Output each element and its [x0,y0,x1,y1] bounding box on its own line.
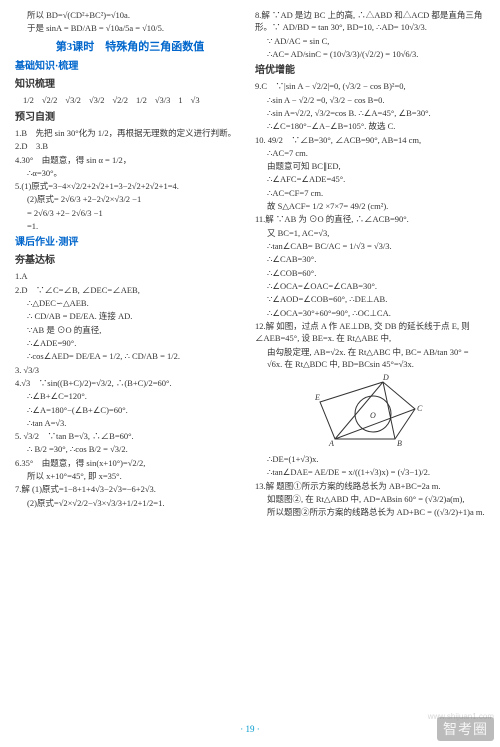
answer-line: 7.解 (1)原式=1−8+1+4√3−2√3=−6+2√3. [15,483,245,495]
trig-val: √3/3 [155,94,171,107]
answer-line: ∴∠OCA=30°+60°=90°, ∴OC⊥CA. [255,307,485,319]
answer-line: 3. √3/3 [15,364,245,376]
svg-text:A: A [328,439,334,448]
answer-line: ∴AC= AD/sinC = (10√3/3)/(√2/2) = 10√6/3. [255,48,485,60]
answer-line: (2)原式=√2×√2/2−√3×√3/3+1/2+1/2=1. [15,497,245,509]
answer-line: = 2√6/3 +2− 2√6/3 −1 [15,207,245,219]
answer-line: ∴∠B+∠C=120°. [15,390,245,402]
answer-line: 由题意可知 BC∥ED, [255,160,485,172]
answer-line: 5.(1)原式=3−4×√2/2+2√2+1=3−2√2+2√2+1=4. [15,180,245,192]
answer-line: ∴∠C=180°−∠A−∠B=105°. 故选 C. [255,120,485,132]
answer-line: ∴AC=CF=7 cm. [255,187,485,199]
answer-line: ∴α=30°。 [15,167,245,179]
answer-line: ∴DE=(1+√3)x. [255,453,485,465]
text-line: 所以 BD=√(CD²+BC²)=√10a. [15,9,245,21]
answer-line: 2.D 3.B [15,140,245,152]
trig-val: √3 [191,94,200,107]
answer-line: 13.解 题图①所示方案的线路总长为 AB+BC=2a m. [255,480,485,492]
answer-line: ∴tan A=√3. [15,417,245,429]
answer-line: ∵AB 是 ⊙O 的直径, [15,324,245,336]
answer-line: 8.解 ∵AD 是边 BC 上的高, ∴△ABD 和△ACD 都是直角三角形。∵… [255,9,485,34]
answer-line: ∴∠OCA=∠OAC=∠CAB=30°. [255,280,485,292]
answer-line: 4.√3 ∵sin((B+C)/2)=√3/2, ∴(B+C)/2=60°. [15,377,245,389]
answer-line: 9.C ∵|sin A − √2/2|=0, (√3/2 − cos B)²=0… [255,80,485,92]
lesson-title: 第3课时 特殊角的三角函数值 [15,39,245,56]
answer-line: 2.D ∵∠C=∠B, ∠DEC=∠AEB, [15,284,245,296]
answer-line: ∴△DEC∽△AEB. [15,297,245,309]
answer-line: ∴∠COB=60°. [255,267,485,279]
answer-line: 5. √3/2 ∵tan B=√3, ∴∠B=60°. [15,430,245,442]
heading-knowledge: 知识梳理 [15,77,245,92]
right-column: 8.解 ∵AD 是边 BC 上的高, ∴△ABD 和△ACD 都是直角三角形。∵… [250,8,490,720]
answer-line: =1. [15,220,245,232]
watermark-logo: 智考圈 [437,717,494,741]
answer-line: ∴sin A=√2/2, √3/2=cos B. ∴∠A=45°, ∠B=30°… [255,107,485,119]
text-line: 于是 sinA = BD/AB = √10a/5a = √10/5. [15,22,245,34]
trig-val: 1/2 [136,94,147,107]
answer-line: 12.解 如图，过点 A 作 AE⊥DB, 交 DB 的延长线于点 E, 则∠A… [255,320,485,345]
answer-line: ∵ AD/AC = sin C, [255,35,485,47]
trig-val: √2/2 [112,94,128,107]
answer-line: ∴cos∠AED= DE/EA = 1/2, ∴ CD/AB = 1/2. [15,350,245,362]
answer-line: (2)原式= 2√6/3 +2−2√2×√3/2 −1 [15,193,245,205]
answer-line: 6.35° 由题意，得 sin(x+10°)=√2/2, [15,457,245,469]
answer-line: ∴ CD/AB = DE/EA. 连接 AD. [15,310,245,322]
heading-standard: 夯基达标 [15,253,245,268]
heading-enhance: 培优增能 [255,63,485,78]
answer-line: 所以 x+10°=45°, 即 x=35°. [15,470,245,482]
answer-line: 4.30° 由题意，得 sin α = 1/2， [15,154,245,166]
left-column: 所以 BD=√(CD²+BC²)=√10a. 于是 sinA = BD/AB =… [10,8,250,720]
answer-line: 10. 49/2 ∵∠B=30°, ∠ACB=90°, AB=14 cm, [255,134,485,146]
trig-val: 1 [178,94,182,107]
answer-line: 1.B 先把 sin 30°化为 1/2，再根据无理数的定义进行判断。 [15,127,245,139]
answer-line: ∴∠AFC=∠ADE=45°. [255,173,485,185]
answer-line: 11.解 ∵AB 为 ⊙O 的直径, ∴∠ACB=90°. [255,213,485,225]
geometry-diagram: E D C B A O [315,374,425,449]
answer-line: ∴∠A=180°−(∠B+∠C)=60°. [15,404,245,416]
answer-line: ∴∠ADE=90°. [15,337,245,349]
answer-line: ∴ B/2 =30°, ∴cos B/2 = √3/2. [15,443,245,455]
answer-line: ∴tan∠CAB= BC/AC = 1/√3 = √3/3. [255,240,485,252]
trig-val: √2/2 [42,94,58,107]
svg-text:B: B [397,439,402,448]
answer-line: 故 S△ACF= 1/2 ×7×7= 49/2 (cm²). [255,200,485,212]
answer-line: ∴AC=7 cm. [255,147,485,159]
trig-value-row: 1/2 √2/2 √3/2 √3/2 √2/2 1/2 √3/3 1 √3 [23,94,245,107]
svg-text:D: D [382,374,389,382]
answer-line: ∵∠AOD=∠COB=60°, ∴DE⊥AB. [255,293,485,305]
answer-line: ∴tan∠DAE= AE/DE = x/((1+√3)x) = (√3−1)/2… [255,466,485,478]
trig-val: √3/2 [89,94,105,107]
heading-basics: 基础知识·梳理 [15,59,245,74]
answer-line: 又 BC=1, AC=√3, [255,227,485,239]
answer-line: 所以题图②所示方案的线路总长为 AD+BC = ((√3/2)+1)a m. [255,506,485,518]
svg-text:E: E [315,393,320,402]
answer-line: 由勾股定理, AB=√2x. 在 Rt△ABC 中, BC= AB/tan 30… [255,346,485,371]
answer-line: ∴sin A − √2/2 =0, √3/2 − cos B=0. [255,94,485,106]
svg-text:C: C [417,404,423,413]
answer-line: 1.A [15,270,245,282]
answer-line: ∴∠CAB=30°. [255,253,485,265]
heading-homework: 课后作业·测评 [15,235,245,250]
trig-val: √3/2 [65,94,81,107]
heading-pretest: 预习自测 [15,110,245,125]
answer-line: 如题图②, 在 Rt△ABD 中, AD=ABsin 60° = (√3/2)a… [255,493,485,505]
page-container: 所以 BD=√(CD²+BC²)=√10a. 于是 sinA = BD/AB =… [0,0,500,720]
page-number: · 19 · [0,724,500,734]
trig-val: 1/2 [23,94,34,107]
svg-text:O: O [370,411,376,420]
